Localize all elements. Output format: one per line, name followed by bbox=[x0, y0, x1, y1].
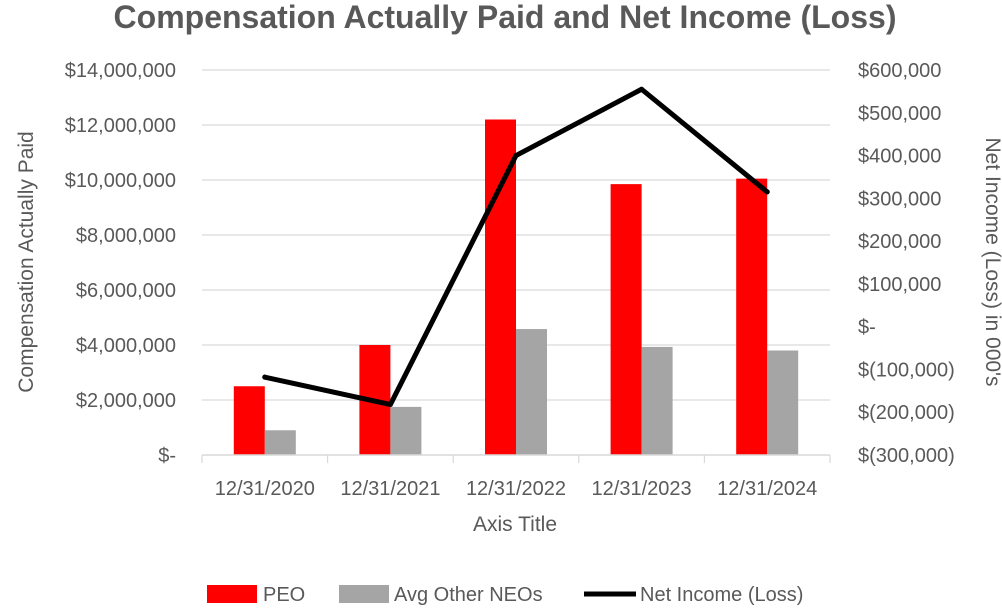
bar-peo bbox=[736, 178, 768, 455]
y-tick-label: $6,000,000 bbox=[76, 280, 176, 302]
bars bbox=[233, 119, 799, 455]
legend-swatch bbox=[339, 585, 389, 603]
y-axis-title: Compensation Actually Paid bbox=[15, 131, 38, 393]
bar-avg-other-neos bbox=[641, 346, 673, 455]
point-net-income bbox=[262, 374, 268, 380]
point-net-income bbox=[639, 86, 645, 92]
bar-avg-other-neos bbox=[516, 329, 547, 455]
y-tick-label: $10,000,000 bbox=[65, 170, 176, 192]
right-axis-ticks: $(300,000) $(200,000) $(100,000) $- $100,000… bbox=[858, 60, 955, 467]
point-net-income bbox=[387, 402, 393, 408]
bar-peo bbox=[485, 119, 516, 455]
y2-tick-label: $(300,000) bbox=[858, 445, 955, 467]
point-net-income bbox=[513, 153, 519, 159]
x-tick-label: 12/31/2023 bbox=[592, 478, 692, 500]
point-net-income bbox=[764, 189, 770, 195]
y-tick-label: $4,000,000 bbox=[76, 335, 176, 357]
y2-axis-title: Net Income (Loss) in 000's bbox=[981, 137, 1002, 386]
bar-avg-other-neos bbox=[767, 350, 799, 455]
y2-tick-label: $400,000 bbox=[858, 146, 941, 168]
chart-title: Compensation Actually Paid and Net Incom… bbox=[114, 0, 897, 35]
y2-tick-label: $600,000 bbox=[858, 60, 941, 82]
y-tick-label: $- bbox=[158, 445, 176, 467]
x-tick-label: 12/31/2024 bbox=[717, 478, 817, 500]
net-income-line-layer bbox=[262, 86, 770, 408]
y2-tick-label: $100,000 bbox=[858, 274, 941, 296]
bar-peo bbox=[610, 184, 642, 455]
bar-avg-other-neos bbox=[390, 406, 422, 455]
legend-label: Net Income (Loss) bbox=[640, 584, 803, 606]
y-tick-label: $8,000,000 bbox=[76, 225, 176, 247]
y-tick-label: $12,000,000 bbox=[65, 115, 176, 137]
y2-tick-label: $(200,000) bbox=[858, 402, 955, 424]
legend-label: PEO bbox=[263, 584, 305, 606]
x-axis-ticks: 12/31/2020 12/31/2021 12/31/2022 12/31/2023… bbox=[201, 455, 831, 500]
x-axis-title: Axis Title bbox=[473, 513, 557, 536]
x-tick-label: 12/31/2022 bbox=[466, 478, 566, 500]
y2-tick-label: $500,000 bbox=[858, 103, 941, 125]
y2-tick-label: $200,000 bbox=[858, 231, 941, 253]
y2-tick-label: $(100,000) bbox=[858, 359, 955, 381]
x-tick-label: 12/31/2021 bbox=[340, 478, 440, 500]
y2-tick-label: $- bbox=[858, 317, 876, 339]
legend-swatch bbox=[207, 585, 257, 603]
y2-tick-label: $300,000 bbox=[858, 188, 941, 210]
bar-peo bbox=[233, 386, 265, 455]
left-axis-ticks: $- $2,000,000 $4,000,000 $6,000,000 $8,000,0… bbox=[65, 60, 176, 467]
bar-avg-other-neos bbox=[264, 430, 296, 455]
legend-label: Avg Other NEOs bbox=[394, 584, 543, 606]
x-tick-label: 12/31/2020 bbox=[215, 478, 315, 500]
legend: PEO Avg Other NEOs Net Income (Loss) bbox=[207, 584, 803, 606]
y-tick-label: $14,000,000 bbox=[65, 60, 176, 82]
y-tick-label: $2,000,000 bbox=[76, 390, 176, 412]
